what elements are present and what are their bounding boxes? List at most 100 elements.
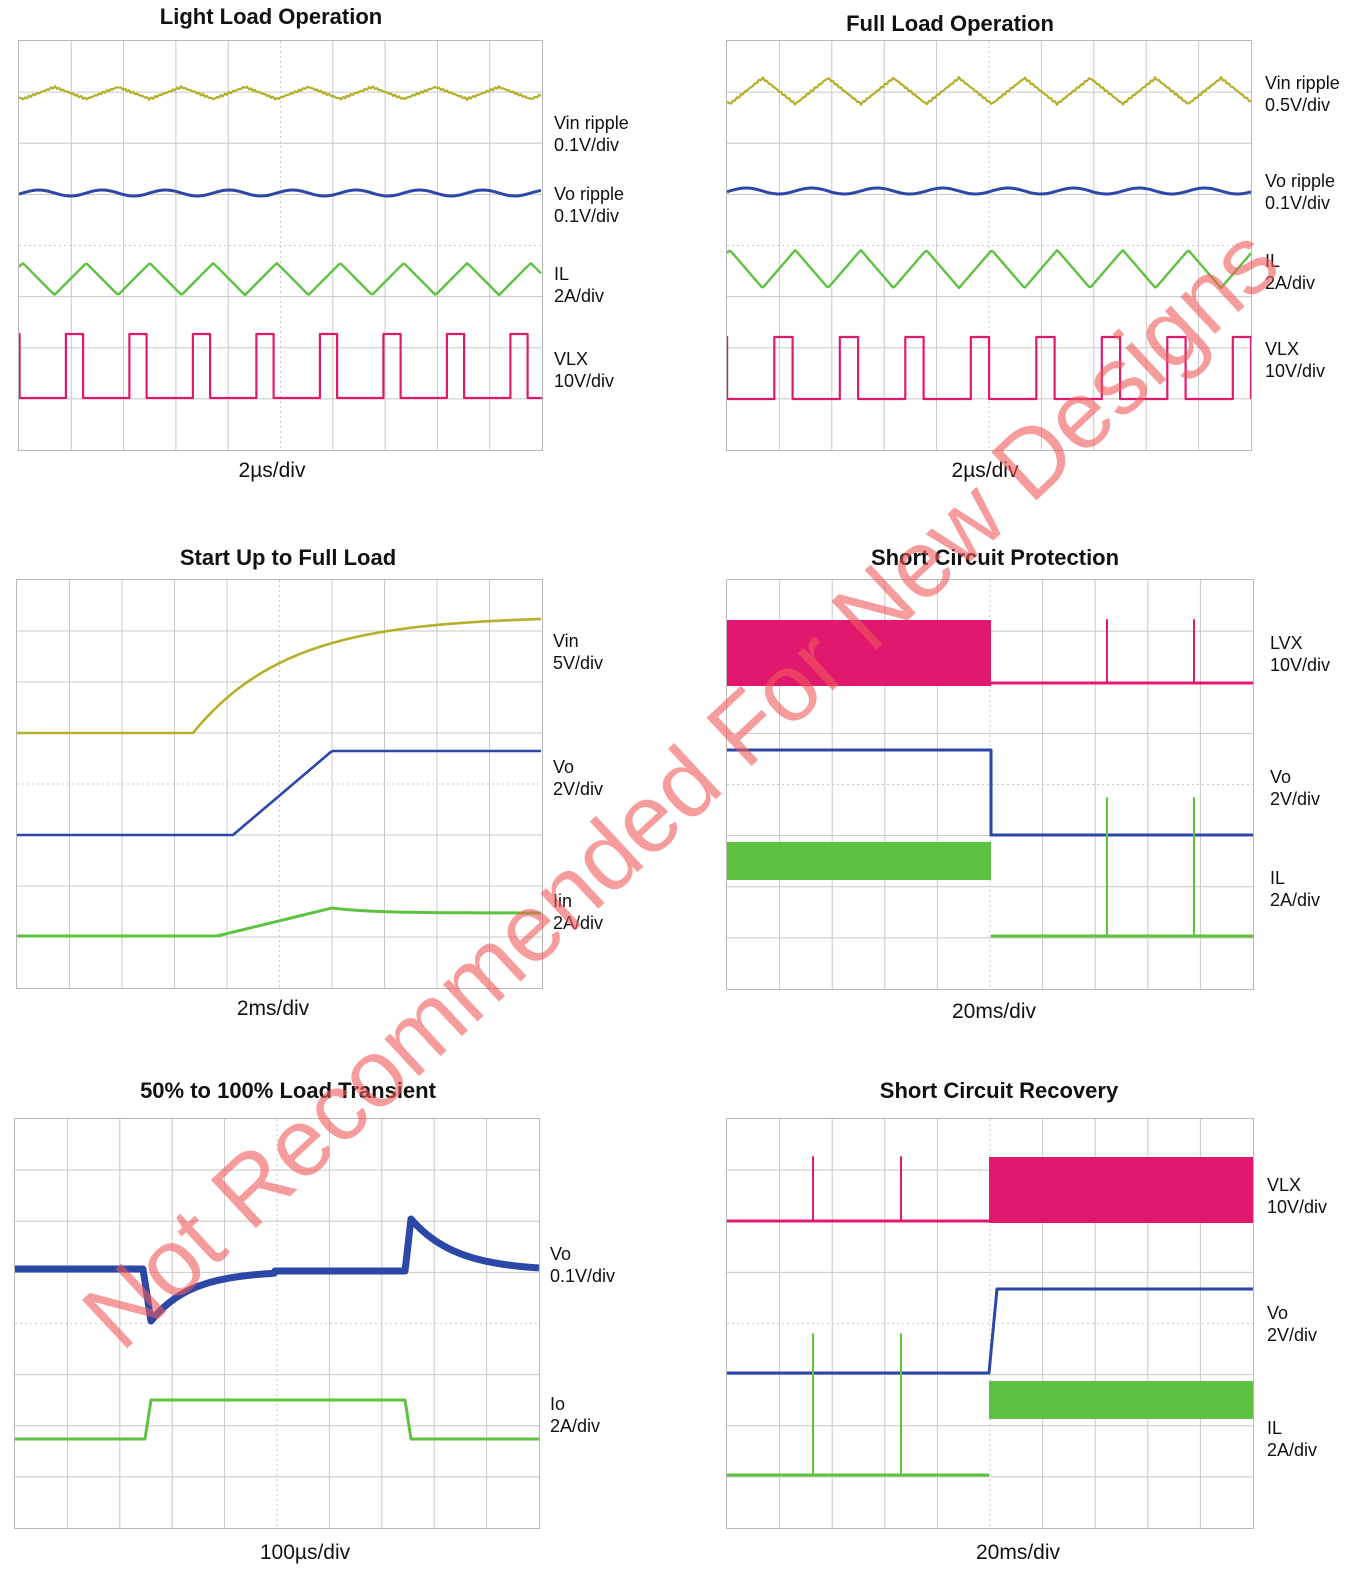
scope-plot (19, 41, 542, 450)
channel-name: Vo (1270, 767, 1292, 787)
panel-title: Short Circuit Recovery (879, 1078, 1119, 1103)
channel-name: Vo (550, 1244, 572, 1264)
channel-label: IL 2A/div (1267, 1417, 1317, 1461)
channel-name: LVX (1270, 633, 1303, 653)
channel-scale: 2V/div (1267, 1325, 1318, 1345)
vlx-switching-band (727, 620, 991, 686)
scope-screen (726, 40, 1252, 451)
scope-screen (16, 579, 543, 989)
scope-screen (14, 1118, 540, 1529)
channel-label: Vin ripple 0.5V/div (1265, 72, 1340, 116)
panel-title: Start Up to Full Load (179, 545, 397, 570)
scope-screen (726, 579, 1254, 990)
channel-name: IL (1265, 251, 1281, 271)
channel-scale: 0.1V/div (1265, 193, 1331, 213)
channel-scale: 2A/div (550, 1416, 601, 1436)
channel-name: Vo ripple (1265, 171, 1336, 191)
channel-scale: 2V/div (1270, 789, 1321, 809)
channel-name: Vo (1267, 1303, 1289, 1323)
channel-label: Vo 2V/div (553, 756, 603, 800)
channel-scale: 2A/div (553, 913, 604, 933)
panel-title: Light Load Operation (159, 4, 383, 29)
channel-name: VLX (1267, 1175, 1302, 1195)
vo-trace (727, 1287, 1253, 1375)
channel-scale: 2A/div (1270, 890, 1321, 910)
channel-label: Vin ripple 0.1V/div (554, 112, 629, 156)
time-division: 100µs/div (259, 1541, 351, 1564)
channel-scale: 10V/div (1267, 1197, 1328, 1217)
il-switching-band (727, 842, 991, 880)
channel-scale: 5V/div (553, 653, 604, 673)
time-division: 20ms/div (951, 1000, 1037, 1023)
channel-name: Io (550, 1394, 566, 1414)
panel-title: Short Circuit Protection (870, 545, 1120, 570)
panel-title: Full Load Operation (846, 11, 1054, 36)
vin-ripple-trace (727, 75, 1251, 106)
channel-scale: 2A/div (1265, 273, 1316, 293)
channel-label: Vo 2V/div (1270, 766, 1320, 810)
channel-label: VLX 10V/div (1265, 338, 1325, 382)
channel-scale: 0.1V/div (550, 1266, 616, 1286)
vin-ripple-trace (19, 85, 542, 101)
channel-name: IL (554, 264, 570, 284)
scope-plot (17, 580, 542, 988)
channel-scale: 2A/div (554, 286, 605, 306)
scope-plot (15, 1119, 539, 1528)
channel-label: LVX 10V/div (1270, 632, 1330, 676)
channel-scale: 2V/div (553, 779, 604, 799)
vo-trace (17, 749, 541, 837)
panel-title: 50% to 100% Load Transient (140, 1078, 436, 1103)
channel-scale: 2A/div (1267, 1440, 1318, 1460)
channel-label: Vin 5V/div (553, 630, 603, 674)
il-switching-band (989, 1381, 1253, 1419)
scope-plot (727, 41, 1251, 450)
il-trace (19, 262, 542, 297)
io-trace (15, 1398, 539, 1441)
channel-name: VLX (1265, 339, 1300, 359)
channel-label: IL 2A/div (1270, 867, 1320, 911)
channel-scale: 0.1V/div (554, 135, 620, 155)
channel-label: Vo ripple 0.1V/div (554, 183, 624, 227)
channel-scale: 10V/div (1270, 655, 1331, 675)
channel-label: IL 2A/div (554, 263, 604, 307)
channel-name: Vin (553, 631, 579, 651)
vo-trace (15, 1215, 539, 1325)
channel-label: Io 2A/div (550, 1393, 600, 1437)
vlx-trace (19, 332, 542, 400)
time-division: 2µs/div (951, 459, 1019, 482)
channel-name: IL (1267, 1418, 1283, 1438)
channel-name: Vo ripple (554, 184, 625, 204)
scope-screen (18, 40, 543, 451)
channel-scale: 10V/div (1265, 361, 1326, 381)
time-division: 2ms/div (236, 997, 310, 1020)
channel-label: Vo ripple 0.1V/div (1265, 170, 1335, 214)
channel-label: IL 2A/div (1265, 250, 1315, 294)
channel-name: Iin (553, 891, 573, 911)
vlx-switching-band (989, 1157, 1253, 1223)
vo-ripple-trace (19, 188, 542, 198)
channel-label: Iin 2A/div (553, 890, 603, 934)
channel-scale: 10V/div (554, 371, 615, 391)
channel-scale: 0.5V/div (1265, 95, 1331, 115)
channel-name: Vo (553, 757, 575, 777)
channel-name: Vin ripple (1265, 73, 1340, 93)
vlx-trace (727, 335, 1251, 401)
channel-label: Vo 2V/div (1267, 1302, 1317, 1346)
scope-plot (727, 1119, 1253, 1528)
scope-screen (726, 1118, 1254, 1529)
vin-trace (17, 617, 542, 735)
vo-trace (727, 748, 1253, 837)
vo-ripple-trace (727, 186, 1251, 196)
channel-name: Vin ripple (554, 113, 629, 133)
channel-scale: 0.1V/div (554, 206, 620, 226)
channel-name: VLX (554, 349, 589, 369)
channel-label: VLX 10V/div (554, 348, 614, 392)
time-division: 20ms/div (975, 1541, 1061, 1564)
channel-label: Vo 0.1V/div (550, 1243, 615, 1287)
channel-label: VLX 10V/div (1267, 1174, 1327, 1218)
scope-plot (727, 580, 1253, 989)
channel-name: IL (1270, 868, 1286, 888)
il-trace (727, 249, 1251, 290)
time-division: 2µs/div (238, 459, 306, 482)
iin-trace (17, 906, 541, 938)
